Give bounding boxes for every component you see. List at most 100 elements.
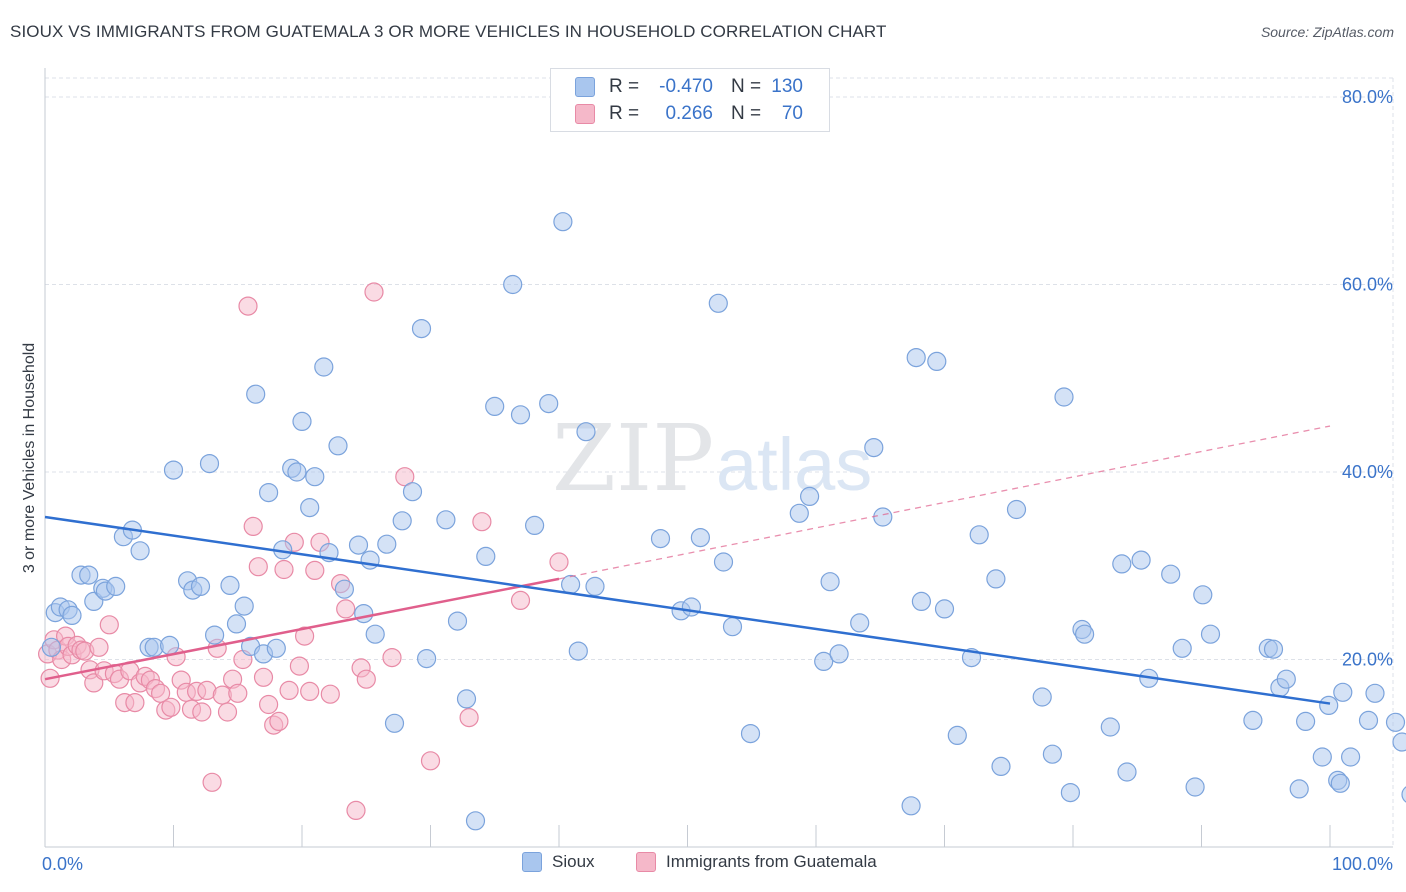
sioux-point	[1365, 683, 1385, 703]
guatemala-point	[320, 684, 340, 704]
sioux-point	[402, 482, 423, 502]
sioux-point	[740, 723, 761, 744]
sioux-point	[163, 460, 184, 480]
guatemala-point	[217, 702, 238, 722]
sioux-point	[722, 617, 743, 637]
sioux-point	[1161, 564, 1181, 584]
sioux-point	[539, 394, 559, 414]
sioux-point	[365, 624, 385, 644]
sioux-point	[205, 625, 225, 645]
guatemala-point	[356, 669, 376, 689]
sioux-point	[1289, 779, 1309, 799]
sioux-point	[576, 422, 596, 442]
sioux-point	[360, 550, 380, 570]
sioux-point	[411, 319, 432, 339]
legend-swatch-guatemala	[636, 852, 656, 872]
sioux-point	[130, 541, 150, 561]
sioux-point	[1312, 747, 1332, 767]
sioux-point	[553, 212, 573, 232]
y-tick-label: 40.0%	[1342, 462, 1393, 482]
sioux-point	[568, 641, 588, 661]
sioux-point	[986, 569, 1006, 589]
source-label: Source: ZipAtlas.com	[1260, 24, 1394, 40]
sioux-point	[1117, 762, 1137, 782]
sioux-point	[947, 725, 967, 746]
guatemala-point	[395, 467, 415, 487]
sioux-point	[436, 510, 456, 530]
sioux-point	[354, 603, 374, 624]
guatemala-point	[243, 516, 263, 537]
sioux-point	[292, 411, 312, 431]
guatemala-point	[305, 560, 325, 581]
watermark: ZIP atlas	[552, 405, 872, 512]
sioux-point	[392, 511, 412, 531]
sioux-point	[1006, 499, 1027, 520]
sioux-point	[864, 438, 884, 458]
guatemala-point	[89, 637, 109, 657]
guatemala-point	[274, 559, 294, 580]
tick-labels: 20.0% 40.0% 60.0% 80.0% 0.0% 100.0%	[42, 87, 1393, 874]
guatemala-point	[202, 772, 222, 792]
trend-lines	[44, 425, 1331, 705]
sioux-point	[713, 552, 734, 572]
guatemala-swatch	[575, 104, 595, 124]
n-label: N =	[731, 76, 762, 97]
sioux-point	[1243, 710, 1263, 731]
sioux-point	[1330, 773, 1350, 793]
sioux-point	[79, 565, 99, 585]
sioux-point	[160, 635, 180, 656]
sioux-point	[585, 576, 605, 597]
guatemala-point	[161, 697, 181, 717]
y-tick-label: 80.0%	[1342, 87, 1393, 107]
sioux-trend-line	[44, 515, 1331, 705]
sioux-point	[190, 576, 211, 597]
sioux-point	[1295, 711, 1316, 732]
sioux-point	[1333, 682, 1353, 702]
sioux-point	[503, 274, 523, 295]
legend-item-guatemala[interactable]: Immigrants from Guatemala	[636, 852, 877, 872]
stats-row-guatemala: R = 0.266 N = 70	[551, 101, 829, 127]
sioux-point	[417, 648, 437, 669]
guatemala-trend-line	[44, 577, 560, 681]
guatemala-point	[300, 681, 320, 702]
y-axis-label: 3 or more Vehicles in Household	[21, 342, 38, 574]
sioux-point	[314, 357, 334, 377]
legend-item-sioux[interactable]: Sioux	[522, 852, 595, 872]
sioux-point	[850, 613, 870, 633]
sioux-point	[485, 396, 505, 416]
sioux-point	[829, 644, 849, 664]
sioux-point	[1263, 639, 1284, 659]
guatemala-point	[459, 707, 479, 728]
sioux-point	[234, 596, 254, 616]
guatemala-point	[295, 626, 315, 646]
guatemala-point	[99, 615, 119, 635]
stats-row-sioux: R = -0.470 N = 130	[551, 74, 829, 100]
sioux-point	[1319, 695, 1339, 716]
sioux-point	[1172, 638, 1192, 658]
sioux-point	[226, 614, 247, 634]
watermark-atlas: atlas	[716, 423, 872, 506]
sioux-point	[911, 591, 932, 612]
y-tick-label: 60.0%	[1342, 275, 1393, 295]
guatemala-point	[420, 751, 441, 771]
guatemala-point	[510, 590, 531, 611]
sioux-point	[1392, 732, 1406, 752]
watermark-zip: ZIP	[552, 405, 714, 512]
sioux-point	[246, 384, 266, 404]
sioux-point	[991, 756, 1011, 777]
sioux-point	[650, 528, 671, 549]
sioux-point	[220, 575, 240, 596]
guatemala-point	[336, 599, 356, 619]
guatemala-point	[125, 692, 145, 713]
sioux-point	[1185, 777, 1205, 797]
n-value: 130	[771, 76, 803, 97]
sioux-point	[1074, 624, 1095, 644]
guatemala-point	[269, 711, 289, 732]
guatemala-point	[279, 680, 299, 701]
guatemala-point	[238, 296, 258, 316]
sioux-point	[1385, 712, 1406, 732]
guatemala-point	[253, 667, 274, 687]
legend-label-sioux: Sioux	[552, 852, 595, 871]
legend-swatch-sioux	[522, 852, 542, 872]
